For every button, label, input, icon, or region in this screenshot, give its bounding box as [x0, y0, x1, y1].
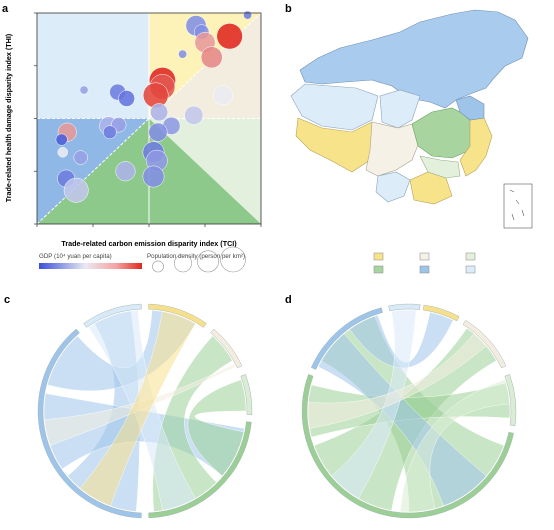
point-HB — [115, 161, 136, 182]
map-legend-swatch — [373, 252, 384, 261]
map-zone5-north — [299, 9, 529, 109]
zone-arc-5 — [37, 328, 142, 519]
density-legend-title: Population density (person per km²) — [147, 253, 245, 260]
zone-arc-6 — [388, 303, 421, 312]
map-zone6-west — [290, 83, 379, 131]
point-JX — [148, 122, 168, 142]
point-SA — [150, 103, 169, 122]
zone-arc-3 — [504, 374, 517, 427]
zone-arc-5 — [310, 307, 383, 370]
zone-arc-2 — [210, 328, 243, 369]
zone-arc-2 — [462, 319, 507, 369]
y-axis-label: Trade-related health damage disparity in… — [4, 33, 13, 202]
panel-label-a: a — [2, 3, 9, 15]
point-XJ — [79, 85, 89, 95]
ribbons — [43, 310, 247, 512]
map-legend-swatch — [465, 265, 476, 274]
chord-diagram-c — [37, 303, 253, 519]
map-legend — [373, 252, 476, 274]
chord-diagram-d — [301, 303, 517, 519]
point-NM — [57, 147, 68, 158]
map-zone6-center — [379, 89, 421, 129]
x-axis-label: Trade-related carbon emission disparity … — [61, 239, 237, 248]
density-circle — [152, 260, 164, 273]
point-NX — [73, 150, 88, 165]
chord-ribbon — [399, 379, 510, 513]
zone-arc-6 — [83, 303, 142, 328]
map-zone6-yunnan — [375, 171, 411, 203]
density-circle — [174, 254, 192, 273]
map-zone3-south — [419, 155, 461, 179]
panel-label-d: d — [285, 294, 292, 306]
zone-arc-4 — [301, 374, 514, 519]
scatter-legend: GDP (10⁴ yuan per capita) Population den… — [39, 246, 246, 273]
map-legend-swatch — [465, 252, 476, 261]
point-HN — [142, 165, 165, 188]
density-circle — [197, 250, 219, 273]
zone-arc-1 — [422, 304, 460, 322]
point-TB — [243, 10, 252, 20]
chord-ribbon — [187, 379, 247, 477]
zone-arc-1 — [148, 303, 207, 328]
south-china-sea-inset — [503, 183, 533, 229]
china-zone-map — [290, 9, 533, 229]
density-size-legend — [152, 246, 246, 273]
map-legend-swatch — [419, 265, 430, 274]
point-GZ — [118, 90, 135, 107]
chord-ribbon — [79, 311, 196, 507]
point-GS — [55, 133, 68, 146]
map-legend-swatch — [419, 252, 430, 261]
point-SD — [63, 177, 89, 203]
data-points — [55, 10, 252, 203]
point-BJ — [216, 23, 243, 50]
scatter-plot: Trade-related carbon emission disparity … — [4, 10, 262, 248]
gdp-legend-title: GDP (10⁴ yuan per capita) — [39, 253, 112, 260]
point-ZJ — [200, 46, 223, 69]
gdp-color-bar — [39, 263, 142, 269]
panel-label-b: b — [285, 3, 292, 15]
inset-islands — [509, 189, 525, 221]
point-HL — [102, 125, 117, 140]
map-zone1-coast — [459, 117, 493, 177]
point-HU — [184, 105, 204, 125]
ribbons — [307, 309, 511, 513]
chord-ribbon — [317, 333, 487, 507]
point-QH — [178, 49, 187, 59]
zone-arc-4 — [148, 421, 252, 519]
point-CQ — [212, 85, 233, 106]
map-zone2-southwest — [365, 121, 421, 177]
map-legend-swatch — [373, 265, 384, 274]
chord-ribbon — [307, 333, 487, 429]
panel-label-c: c — [4, 294, 10, 306]
axis-ticks — [34, 12, 262, 227]
density-circle — [220, 246, 246, 273]
zone-arc-3 — [240, 374, 253, 415]
map-zone5-northeast — [455, 95, 485, 121]
